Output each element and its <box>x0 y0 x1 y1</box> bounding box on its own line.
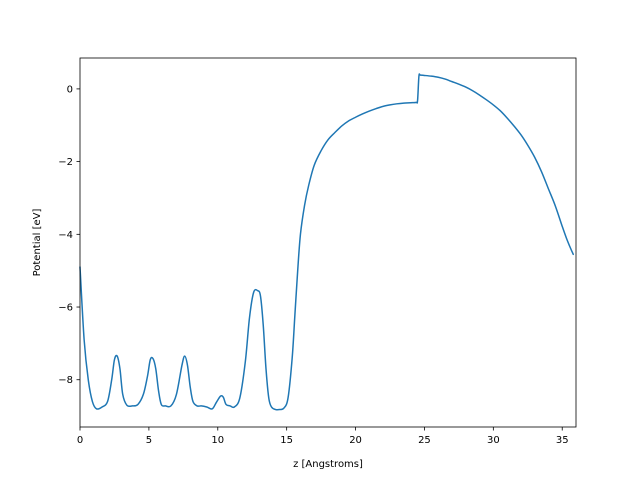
y-axis-ticks: 0 −2 −4 −6 −8 <box>58 84 80 386</box>
x-axis-label: z [Angstroms] <box>293 459 363 470</box>
y-tick-label: 0 <box>67 84 73 95</box>
y-axis-label: Potential [eV] <box>32 209 43 277</box>
x-tick-label: 0 <box>77 435 83 446</box>
x-tick-label: 15 <box>280 435 293 446</box>
y-tick-label: −2 <box>58 157 73 168</box>
y-tick-label: −8 <box>58 375 73 386</box>
y-tick-label: −4 <box>58 230 73 241</box>
x-tick-label: 25 <box>418 435 431 446</box>
x-tick-label: 5 <box>146 435 152 446</box>
x-tick-label: 35 <box>556 435 569 446</box>
potential-series-line <box>79 73 574 411</box>
plot-frame <box>79 57 577 428</box>
x-axis-ticks: 0 5 10 15 20 25 30 35 <box>77 427 569 446</box>
x-tick-label: 30 <box>487 435 500 446</box>
x-tick-label: 10 <box>211 435 224 446</box>
x-tick-label: 20 <box>349 435 362 446</box>
y-tick-label: −6 <box>58 303 73 314</box>
